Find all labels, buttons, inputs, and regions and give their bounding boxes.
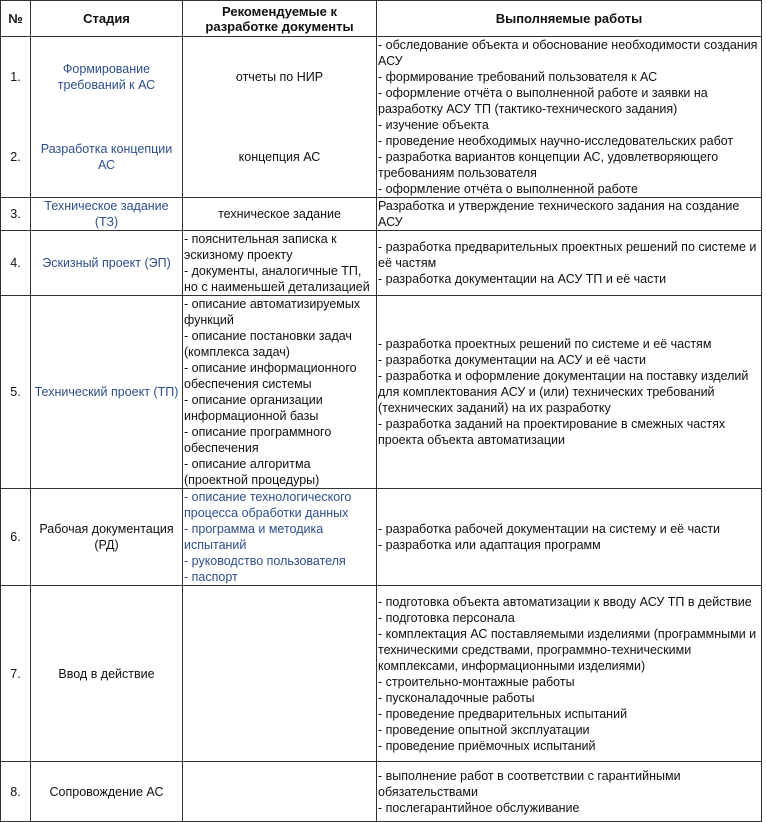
work-item: - подготовка объекта автоматизации к вво… (378, 594, 752, 609)
works-cell: - разработка проектных решений по систем… (376, 295, 762, 489)
stage-number: 4. (0, 230, 31, 296)
work-item: - разработка предварительных проектных р… (378, 240, 757, 270)
works-cell: - разработка рабочей документации на сис… (376, 488, 762, 586)
work-item: - изучение объекта (378, 118, 489, 132)
work-item: - формирование требований пользователя к… (378, 70, 658, 84)
work-item: - проведение предварительных испытаний (378, 706, 628, 721)
work-item: - разработка вариантов концепции АС, удо… (378, 150, 719, 180)
work-item: - комплектация АС поставляемыми изделиям… (378, 626, 757, 673)
stage-number: 8. (0, 761, 31, 822)
work-item: - строительно-монтажные работы (378, 674, 575, 689)
document-link[interactable]: - программа и методика испытаний (184, 522, 324, 552)
work-item: - разработка рабочей документации на сис… (378, 522, 721, 536)
table-row: 4. Эскизный проект (ЭП) - пояснительная за… (0, 230, 762, 296)
documents-cell: техническое задание (182, 197, 377, 231)
stage-number: 3. (0, 197, 31, 231)
header-docs: Рекомендуемые к разработке документы (182, 0, 377, 37)
document-item: - пояснительная записка к эскизному прое… (184, 232, 337, 262)
stage-link[interactable]: Разработка концепции АС (30, 117, 183, 198)
document-item: - описание алгоритма (проектной процедур… (184, 457, 320, 487)
stage-name: Сопровождение АС (30, 761, 183, 822)
work-item: - оформление отчёта о выполненной работе… (378, 86, 708, 116)
work-item: - послегарантийное обслуживание (378, 800, 580, 815)
work-item: - выполнение работ в соответствии с гара… (378, 768, 681, 799)
stage-name: Ввод в действие (30, 585, 183, 762)
table-row: 6. Рабочая документация (РД) - описание те… (0, 488, 762, 586)
works-cell: Разработка и утверждение технического за… (376, 197, 762, 231)
table-row: 1. Формирование требований к АС отчеты по … (0, 36, 762, 198)
work-item: - разработка проектных решений по систем… (378, 337, 712, 351)
work-item: - проведение опытной эксплуатации (378, 722, 590, 737)
table-row: 2. Разработка концепции АС концепция АС (0, 117, 762, 198)
documents-cell (182, 585, 377, 762)
stage-link[interactable]: Технический проект (ТП) (30, 295, 183, 489)
document-item: - описание автоматизируемых функций (184, 297, 361, 327)
document-item: - описание информационного обеспечения с… (184, 361, 357, 391)
document-item: - описание программного обеспечения (184, 425, 332, 455)
documents-cell: - описание технологического процесса обр… (182, 488, 377, 586)
works-cell: - обследование объекта и обоснование нео… (376, 36, 762, 198)
stage-number: 7. (0, 585, 31, 762)
table-row: 8. Сопровождение АС - выполнение работ в с… (0, 761, 762, 822)
documents-cell: - описание автоматизируемых функций - опи… (182, 295, 377, 489)
work-item: - разработка заданий на проектирование в… (378, 417, 726, 447)
works-cell: - выполнение работ в соответствии с гара… (376, 761, 762, 822)
table-row: 7. Ввод в действие - подготовка объекта ав… (0, 585, 762, 762)
stage-number: 5. (0, 295, 31, 489)
stage-link[interactable]: Эскизный проект (ЭП) (30, 230, 183, 296)
header-stage: Стадия (30, 0, 183, 37)
work-item: - обследование объекта и обоснование нео… (378, 38, 758, 68)
header-num: № (0, 0, 31, 37)
stage-number: 6. (0, 488, 31, 586)
table-row: 5. Технический проект (ТП) - описание авто… (0, 295, 762, 489)
document-link[interactable]: - описание технологического процесса обр… (184, 490, 352, 520)
work-item: - проведение необходимых научно-исследов… (378, 134, 734, 148)
work-item: - оформление отчёта о выполненной работе (378, 182, 638, 196)
works-cell: - подготовка объекта автоматизации к вво… (376, 585, 762, 762)
document-link[interactable]: - паспорт (184, 570, 238, 584)
documents-cell: концепция АС (182, 117, 377, 198)
work-item: - подготовка персонала (378, 610, 515, 625)
stage-name: Рабочая документация (РД) (30, 488, 183, 586)
documents-cell (182, 761, 377, 822)
documents-cell: отчеты по НИР (182, 36, 377, 118)
document-link[interactable]: - руководство пользователя (184, 554, 346, 568)
work-item: - разработка или адаптация программ (378, 538, 601, 552)
work-item: Разработка и утверждение технического за… (378, 199, 740, 229)
header-row: № Стадия Рекомендуемые к разработке доку… (0, 0, 762, 37)
header-works: Выполняемые работы (376, 0, 762, 37)
work-item: - разработка документации на АСУ ТП и её… (378, 272, 667, 286)
stage-link[interactable]: Формирование требований к АС (30, 36, 183, 118)
stage-link[interactable]: Техническое задание (ТЗ) (30, 197, 183, 231)
documents-cell: - пояснительная записка к эскизному прое… (182, 230, 377, 296)
work-item: - разработка документации на АСУ и её ча… (378, 353, 646, 367)
work-item: - разработка и оформление документации н… (378, 369, 749, 415)
stage-number: 2. (0, 117, 31, 198)
work-item: - проведение приёмочных испытаний (378, 738, 596, 753)
document-item: - описание постановки задач (комплекса з… (184, 329, 352, 359)
stage-number: 1. (0, 36, 31, 118)
work-item: - пусконаладочные работы (378, 690, 535, 705)
table-row: 3. Техническое задание (ТЗ) техническое за… (0, 197, 762, 231)
works-cell: - разработка предварительных проектных р… (376, 230, 762, 296)
document-item: - описание организации информационной ба… (184, 393, 323, 423)
document-item: - документы, аналогичные ТП, но с наимен… (184, 264, 370, 294)
